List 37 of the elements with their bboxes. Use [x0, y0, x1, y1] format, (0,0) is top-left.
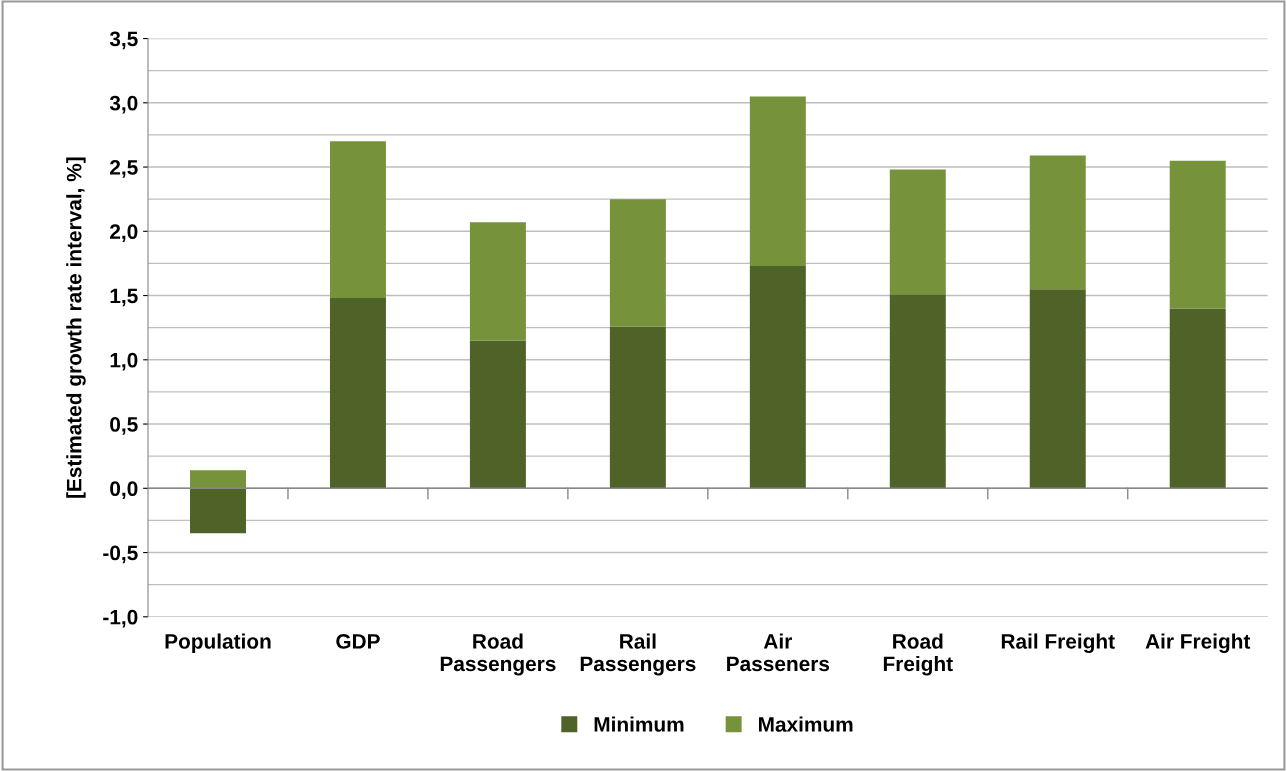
legend-label: Maximum [759, 716, 853, 732]
y-axis-title: [Estimated growth rate interval, %] [66, 157, 86, 498]
bar [1029, 155, 1086, 290]
bar [1169, 160, 1226, 309]
bar [469, 340, 526, 489]
bar [329, 298, 386, 489]
y-tick-label: 2,0 [110, 224, 138, 243]
bar [889, 294, 946, 489]
y-tick-label: -0,5 [103, 545, 138, 564]
bar [749, 96, 806, 266]
bar [749, 266, 806, 489]
x-tick-label: Air Passeners [727, 633, 830, 672]
y-tick-label: 2,5 [110, 160, 138, 178]
x-tick-label: Road Freight [883, 633, 953, 676]
bar [1169, 308, 1226, 489]
bar [469, 222, 526, 341]
bar [609, 199, 666, 327]
x-tick-label: Population [165, 633, 271, 653]
y-tick-label: 1,0 [110, 352, 138, 371]
x-tick-label: Road Passengers [440, 633, 556, 676]
y-tick-label: 0,5 [110, 417, 138, 435]
y-tick-label: 1,5 [110, 288, 138, 307]
bar [189, 470, 246, 489]
bar [889, 169, 946, 295]
x-tick-label: Rail Freight [1001, 633, 1115, 653]
y-tick-label: 3,5 [109, 31, 138, 50]
x-tick-label: Air Freight [1145, 633, 1251, 653]
bar [329, 141, 386, 299]
bar [609, 326, 666, 489]
x-tick-label: GDP [336, 634, 380, 649]
legend-label: Minimum [594, 716, 684, 732]
x-tick-label: Rail Passengers [580, 633, 696, 676]
y-tick-label: 3,0 [109, 95, 138, 114]
bar [1029, 289, 1086, 489]
bar [189, 488, 246, 534]
y-tick-label: 0,0 [110, 481, 138, 500]
y-tick-label: -1,0 [103, 609, 138, 628]
